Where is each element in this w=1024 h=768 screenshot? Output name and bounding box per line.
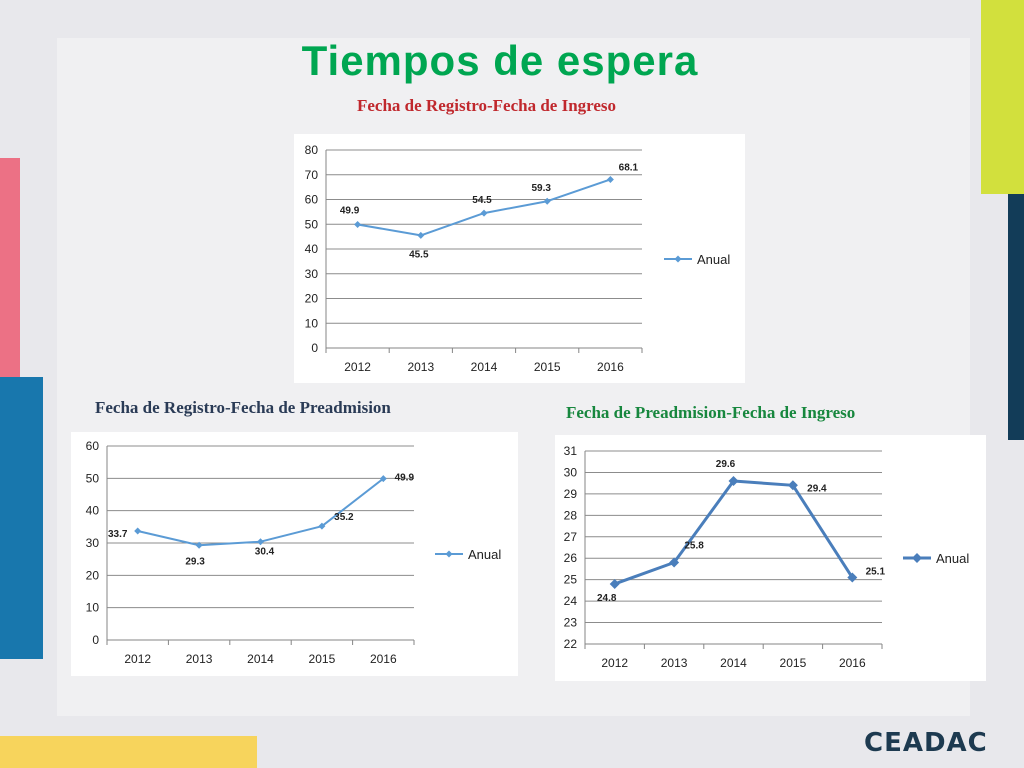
page-title: Tiempos de espera	[301, 37, 699, 84]
data-point	[318, 522, 326, 530]
chart-registro-ingreso: 0 10 20 30 40 50 60 70 80 2012 2013 2014 2015 2016 49.…	[294, 134, 745, 383]
y-tick-label: 0	[92, 633, 99, 647]
y-tick-label: 31	[564, 444, 578, 458]
y-tick-label: 30	[86, 536, 100, 550]
x-tick-label: 2016	[839, 656, 866, 670]
y-tick-label: 24	[564, 594, 578, 608]
y-tick-label: 40	[86, 504, 100, 518]
y-tick-label: 80	[305, 143, 319, 157]
y-tick-label: 60	[86, 439, 100, 453]
y-tick-label: 29	[564, 487, 578, 501]
data-point	[543, 197, 551, 205]
data-label: 68.1	[619, 162, 639, 173]
data-label: 35.2	[334, 512, 354, 523]
x-tick-label: 2013	[407, 360, 434, 374]
data-label: 29.4	[807, 483, 827, 494]
x-tick-label: 2014	[720, 656, 747, 670]
x-tick-label: 2012	[601, 656, 628, 670]
y-tick-label: 20	[86, 568, 100, 582]
decorative-bar-yellow	[0, 736, 257, 768]
decorative-bar-lime	[981, 0, 1024, 194]
series-line-anual	[357, 178, 611, 237]
decorative-bar-pink	[0, 158, 20, 380]
legend-label-anual: Anual	[697, 252, 730, 267]
chart-registro-preadmision: 0 10 20 30 40 50 60 2012 2013 2014 2015 2016 33.7 29.…	[71, 432, 518, 676]
legend-label-anual: Anual	[468, 547, 501, 562]
x-tick-label: 2013	[661, 656, 688, 670]
data-point	[606, 175, 614, 183]
y-tick-label: 22	[564, 637, 578, 651]
chart-svg-registro-ingreso: 0 10 20 30 40 50 60 70 80 2012 2013 2014 2015 2016 49.…	[305, 143, 731, 374]
decorative-bar-navy	[1008, 194, 1024, 440]
y-tick-label: 23	[564, 616, 578, 630]
y-tick-label: 10	[305, 316, 319, 330]
y-tick-label: 40	[305, 242, 319, 256]
data-point	[354, 220, 362, 228]
x-tick-label: 2012	[344, 360, 371, 374]
data-point	[480, 209, 488, 217]
data-point	[417, 231, 425, 239]
data-point	[728, 476, 739, 487]
y-tick-label: 26	[564, 551, 578, 565]
y-tick-label: 28	[564, 508, 578, 522]
data-label: 29.6	[716, 459, 736, 470]
y-tick-label: 60	[305, 193, 319, 207]
chart-preadmision-ingreso: 22 23 24 25 26 27 28 29 30 31 2012 2013 2014 2015 2016…	[555, 435, 986, 681]
data-label: 25.8	[684, 541, 704, 552]
y-tick-label: 10	[86, 601, 100, 615]
data-label: 54.5	[472, 195, 492, 206]
data-label: 33.7	[108, 529, 128, 540]
data-label: 49.9	[395, 473, 415, 484]
data-point	[195, 541, 203, 549]
data-label: 24.8	[597, 593, 617, 604]
y-tick-label: 70	[305, 168, 319, 182]
data-label: 59.3	[531, 183, 551, 194]
legend-label-anual: Anual	[936, 551, 969, 566]
data-label: 49.9	[340, 205, 360, 216]
decorative-bar-blue	[0, 377, 43, 659]
x-tick-label: 2013	[186, 652, 213, 666]
chart-title-registro-ingreso: Fecha de Registro-Fecha de Ingreso	[357, 96, 617, 115]
data-point	[669, 557, 680, 568]
y-tick-label: 20	[305, 292, 319, 306]
legend-marker-anual	[445, 550, 453, 558]
x-tick-label: 2012	[124, 652, 151, 666]
data-label: 30.4	[255, 547, 275, 558]
data-point	[787, 480, 798, 491]
legend-marker-anual	[674, 255, 682, 263]
data-point	[134, 527, 142, 535]
x-tick-label: 2015	[780, 656, 807, 670]
data-point	[847, 572, 858, 583]
legend-marker-anual	[912, 553, 922, 563]
x-tick-label: 2014	[247, 652, 274, 666]
y-tick-label: 27	[564, 530, 578, 544]
y-tick-label: 30	[305, 267, 319, 281]
y-tick-label: 50	[305, 217, 319, 231]
chart-svg-registro-preadmision: 0 10 20 30 40 50 60 2012 2013 2014 2015 2016 33.7 29.…	[86, 439, 502, 666]
chart-title-registro-preadmision: Fecha de Registro-Fecha de Preadmision	[95, 398, 391, 417]
series-line-anual	[614, 479, 854, 586]
data-point	[379, 475, 387, 483]
y-tick-label: 0	[311, 341, 318, 355]
x-tick-label: 2015	[309, 652, 336, 666]
data-point	[257, 538, 264, 546]
data-label: 25.1	[866, 567, 886, 578]
x-tick-label: 2014	[471, 360, 498, 374]
y-tick-label: 30	[564, 465, 578, 479]
data-label: 29.3	[185, 556, 205, 567]
x-tick-label: 2016	[597, 360, 624, 374]
y-tick-label: 25	[564, 573, 578, 587]
y-tick-label: 50	[86, 471, 100, 485]
x-tick-label: 2015	[534, 360, 561, 374]
data-label: 45.5	[409, 249, 429, 260]
chart-svg-preadmision-ingreso: 22 23 24 25 26 27 28 29 30 31 2012 2013 2014 2015 2016…	[564, 444, 970, 670]
chart-title-preadmision-ingreso: Fecha de Preadmision-Fecha de Ingreso	[566, 403, 856, 422]
data-point	[609, 578, 620, 589]
x-tick-label: 2016	[370, 652, 397, 666]
ceadac-logo: CEADAC	[864, 728, 988, 758]
